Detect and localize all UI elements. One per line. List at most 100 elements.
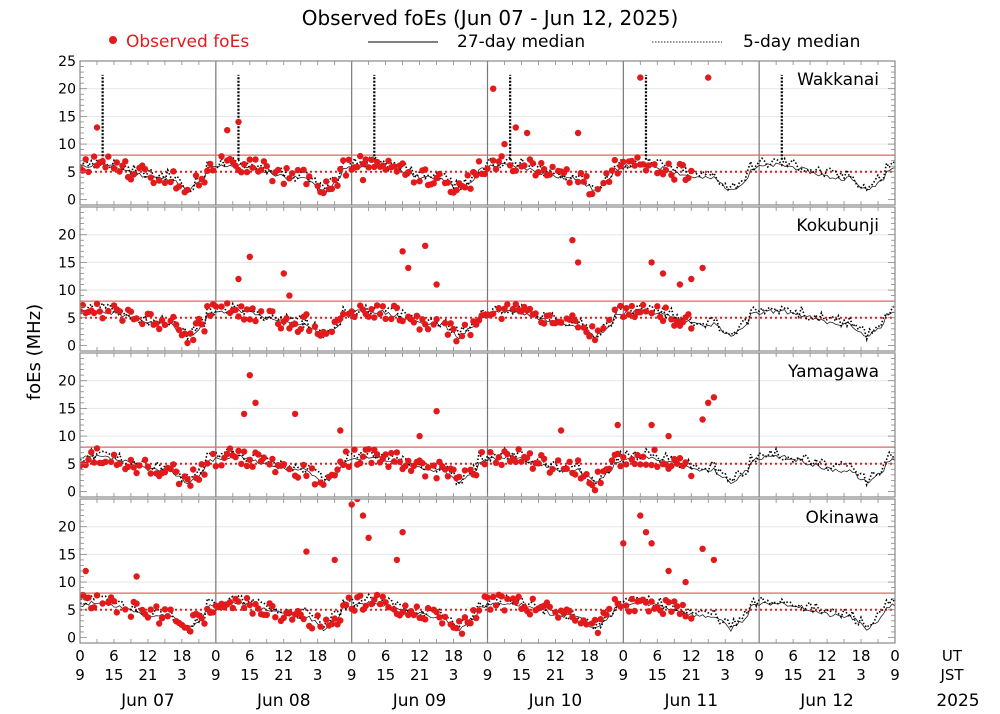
observed-point [144, 463, 152, 470]
observed-point [535, 460, 542, 467]
observed-point [246, 156, 253, 163]
observed-point [475, 158, 483, 165]
observed-point [441, 466, 449, 473]
observed-point [235, 598, 242, 605]
observed-point [611, 156, 618, 164]
ut-tick-label: 0 [619, 647, 629, 665]
ut-axis-label: UT [942, 647, 963, 665]
observed-point [671, 176, 678, 183]
observed-point [286, 175, 293, 182]
observed-point [484, 594, 491, 601]
observed-point [433, 316, 440, 323]
observed-point [490, 310, 497, 317]
observed-point [133, 573, 140, 580]
y-tick-label: 25 [58, 54, 76, 70]
observed-point [461, 614, 469, 621]
observed-point [195, 315, 203, 323]
observed-point [430, 321, 437, 328]
observed-point [351, 313, 358, 321]
observed-point [345, 594, 352, 601]
observed-point [105, 599, 112, 606]
observed-point [699, 545, 706, 552]
observed-point [583, 621, 590, 628]
observed-point [495, 305, 502, 312]
y-tick-label: 10 [58, 575, 76, 591]
y-tick-label: 15 [58, 547, 76, 563]
observed-point [289, 170, 296, 177]
observed-point [164, 613, 171, 620]
observed-point [376, 310, 384, 318]
jst-axis-label: JST [939, 666, 964, 684]
observed-point [294, 166, 302, 174]
observed-point [495, 454, 502, 461]
observed-point [628, 157, 635, 165]
observed-point [382, 451, 389, 458]
observed-point [243, 168, 251, 176]
observed-point [563, 465, 570, 472]
observed-point [136, 462, 143, 469]
observed-point [393, 556, 401, 564]
observed-point [422, 616, 429, 623]
y-tick-label: 20 [58, 374, 76, 390]
observed-point [461, 184, 469, 191]
observed-point [345, 156, 352, 163]
observed-point [518, 458, 525, 465]
observed-point [676, 281, 684, 288]
observed-point [334, 466, 341, 473]
observed-point [184, 476, 191, 483]
jst-tick-label: 21 [818, 666, 837, 684]
observed-point [303, 180, 310, 188]
observed-point [591, 616, 599, 624]
jst-tick-label: 3 [449, 666, 459, 684]
observed-point [359, 176, 367, 184]
observed-point [351, 446, 358, 453]
observed-point [252, 156, 259, 163]
observed-point [699, 416, 706, 423]
observed-point [424, 464, 432, 471]
observed-points [80, 499, 718, 637]
observed-point [628, 595, 635, 603]
observed-point [342, 601, 350, 608]
observed-point [498, 315, 505, 323]
observed-point [130, 464, 137, 471]
observed-point [444, 473, 452, 480]
observed-point [410, 179, 418, 186]
observed-point [235, 447, 242, 454]
observed-point [232, 306, 239, 313]
observed-point [127, 308, 135, 315]
observed-point [436, 170, 443, 178]
observed-point [348, 501, 355, 508]
observed-point [623, 602, 630, 609]
ut-tick-label: 12 [138, 647, 157, 665]
observed-point [263, 163, 270, 170]
observed-point [572, 471, 579, 478]
observed-point [492, 602, 500, 609]
observed-point [625, 311, 633, 318]
jst-tick-label: 21 [682, 666, 701, 684]
observed-point [133, 469, 140, 477]
observed-point [526, 305, 534, 313]
observed-point [300, 461, 307, 469]
observed-point [348, 308, 355, 315]
observed-point [456, 618, 463, 625]
observed-point [269, 308, 276, 315]
observed-point [255, 451, 262, 458]
observed-point [405, 264, 412, 272]
legend-27day-label: 27-day median [457, 32, 585, 52]
observed-point [470, 607, 477, 614]
observed-point [639, 453, 647, 460]
observed-point [405, 457, 412, 465]
observed-point [676, 455, 684, 462]
ut-tick-label: 6 [245, 647, 255, 665]
observed-point [181, 330, 188, 337]
observed-point [340, 461, 347, 469]
day-label: Jun 12 [799, 691, 854, 711]
observed-point [504, 595, 511, 603]
observed-point [512, 599, 519, 606]
observed-point [648, 421, 655, 429]
observed-point [614, 170, 621, 177]
observed-point [82, 567, 89, 575]
observed-point [589, 481, 596, 489]
observed-point [190, 336, 197, 344]
observed-point [688, 615, 695, 622]
